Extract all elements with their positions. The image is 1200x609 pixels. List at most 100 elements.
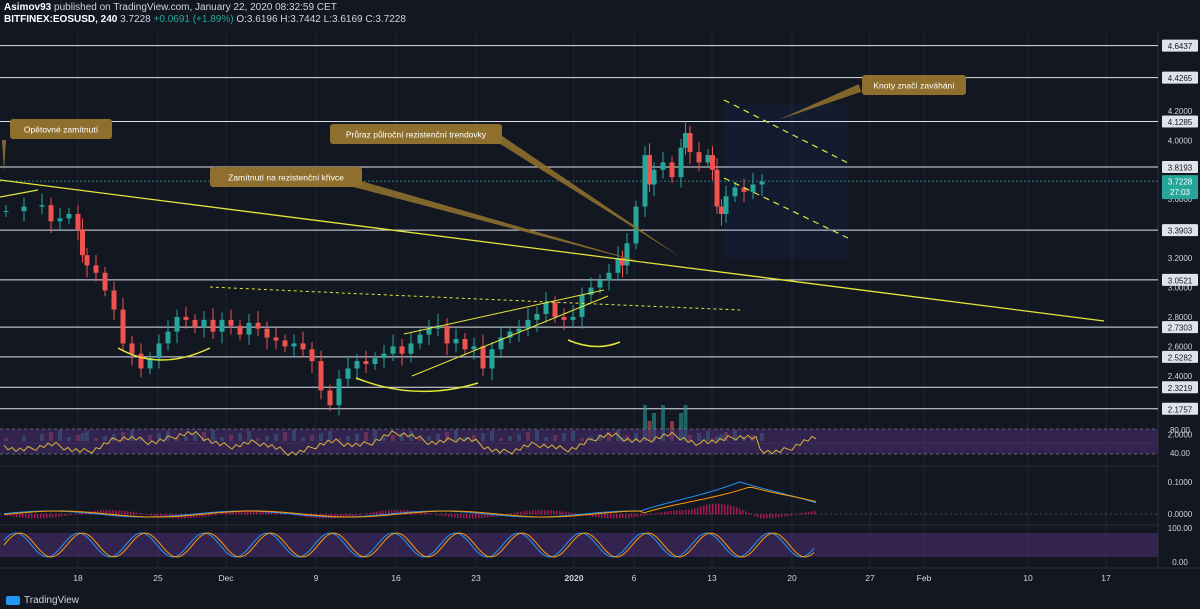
candle-body[interactable]: [417, 334, 423, 344]
candle-body[interactable]: [435, 325, 441, 329]
candle-body[interactable]: [21, 206, 27, 211]
candle-body[interactable]: [678, 147, 684, 178]
candle-body[interactable]: [660, 162, 666, 170]
annotation-text[interactable]: Opětovné zamítnutí: [24, 125, 99, 135]
candle-body[interactable]: [129, 343, 135, 354]
descending-channel-lower[interactable]: [723, 177, 849, 239]
annotation-box[interactable]: [330, 124, 502, 144]
candle-body[interactable]: [255, 322, 261, 329]
candle-body[interactable]: [408, 343, 414, 354]
candle-body[interactable]: [624, 243, 630, 266]
candle-body[interactable]: [719, 206, 724, 214]
candle-body[interactable]: [138, 353, 144, 369]
candle-body[interactable]: [336, 378, 342, 406]
candle-body[interactable]: [498, 337, 504, 350]
annotation-box[interactable]: [210, 167, 362, 187]
candle-body[interactable]: [381, 353, 387, 359]
candle-body[interactable]: [354, 361, 360, 369]
candle-body[interactable]: [471, 346, 477, 350]
candle-body[interactable]: [39, 205, 45, 207]
candle-body[interactable]: [174, 316, 180, 332]
candle-body[interactable]: [156, 343, 162, 359]
candle-body[interactable]: [651, 169, 657, 185]
candle-body[interactable]: [102, 272, 108, 291]
channel-upper-line[interactable]: [403, 289, 605, 335]
candle-body[interactable]: [579, 294, 585, 317]
tradingview-brand[interactable]: TradingView: [6, 595, 79, 606]
candle-body[interactable]: [372, 358, 378, 365]
dashed-resistance-curve[interactable]: [209, 286, 741, 311]
candle-body[interactable]: [525, 319, 531, 329]
support-arc[interactable]: [355, 377, 479, 393]
descending-channel-upper[interactable]: [723, 99, 849, 164]
candle-body[interactable]: [705, 155, 711, 163]
candle-body[interactable]: [228, 319, 234, 326]
candle-body[interactable]: [183, 316, 189, 320]
candle-body[interactable]: [363, 361, 369, 365]
candle-body[interactable]: [399, 346, 405, 354]
candle-body[interactable]: [453, 339, 459, 344]
candle-body[interactable]: [273, 337, 279, 341]
annotation-text[interactable]: Průraz půlroční rezistenční trendovky: [346, 130, 487, 140]
candle-body[interactable]: [462, 339, 468, 350]
candle-body[interactable]: [714, 169, 720, 207]
candle-body[interactable]: [318, 361, 324, 391]
candle-body[interactable]: [80, 230, 85, 256]
candle-body[interactable]: [264, 328, 270, 338]
candle-body[interactable]: [111, 290, 117, 310]
candle-body[interactable]: [147, 358, 153, 369]
channel-lower-line[interactable]: [411, 295, 609, 377]
candle-body[interactable]: [444, 325, 450, 344]
candle-body[interactable]: [210, 319, 216, 332]
candle-body[interactable]: [642, 155, 648, 207]
candle-body[interactable]: [489, 349, 495, 369]
candle-body[interactable]: [48, 205, 54, 222]
annotation-text[interactable]: Zamítnutí na rezistenční křivce: [228, 173, 344, 183]
candle-body[interactable]: [480, 346, 486, 369]
candle-body[interactable]: [606, 272, 612, 281]
resistance-trendline[interactable]: [0, 179, 1105, 322]
candle-body[interactable]: [620, 258, 625, 266]
candle-body[interactable]: [345, 368, 351, 379]
annotation-text[interactable]: Knoty značí zaváhání: [873, 81, 955, 91]
candle-body[interactable]: [516, 328, 522, 332]
support-arc[interactable]: [567, 339, 621, 348]
candle-body[interactable]: [647, 155, 652, 185]
candle-body[interactable]: [570, 316, 576, 320]
candle-body[interactable]: [588, 287, 594, 295]
author-name[interactable]: Asimov93: [4, 2, 52, 13]
candle-body[interactable]: [165, 331, 171, 344]
candle-body[interactable]: [291, 343, 297, 347]
candle-body[interactable]: [84, 255, 90, 266]
candle-body[interactable]: [552, 302, 558, 317]
candle-body[interactable]: [561, 316, 567, 320]
candle-body[interactable]: [669, 162, 675, 178]
candle-body[interactable]: [57, 218, 63, 222]
candle-body[interactable]: [741, 187, 747, 192]
annotation-box[interactable]: [862, 75, 966, 95]
candle-body[interactable]: [683, 133, 688, 148]
candle-body[interactable]: [534, 313, 540, 320]
trendline-segment[interactable]: [0, 189, 39, 198]
candle-body[interactable]: [282, 340, 288, 347]
candle-body[interactable]: [710, 155, 715, 170]
candle-body[interactable]: [120, 309, 126, 344]
candle-body[interactable]: [246, 322, 252, 335]
candle-body[interactable]: [309, 349, 315, 362]
candle-body[interactable]: [633, 206, 639, 244]
candle-body[interactable]: [390, 346, 396, 354]
candle-body[interactable]: [237, 325, 243, 335]
candle-body[interactable]: [327, 390, 333, 406]
candle-body[interactable]: [3, 210, 9, 212]
candle-body[interactable]: [759, 181, 765, 185]
candle-body[interactable]: [201, 319, 207, 328]
candle-body[interactable]: [615, 258, 621, 273]
candle-body[interactable]: [93, 265, 99, 273]
candle-body[interactable]: [597, 280, 603, 288]
support-arc[interactable]: [117, 347, 211, 361]
candle-body[interactable]: [507, 331, 513, 338]
candle-body[interactable]: [723, 196, 729, 214]
candle-body[interactable]: [426, 328, 432, 335]
candle-body[interactable]: [732, 187, 738, 197]
